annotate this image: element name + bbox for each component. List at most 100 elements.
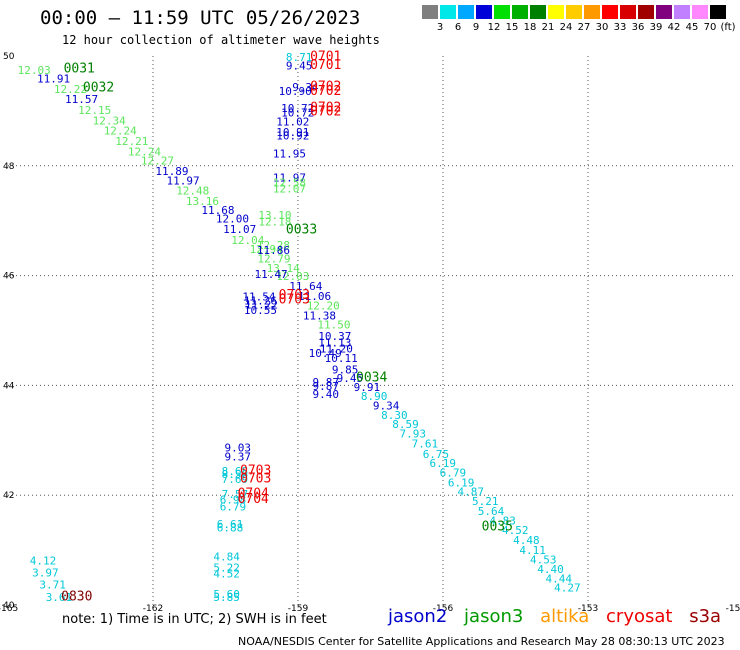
satellite-label-s3a: s3a [689,606,722,627]
x-tick-label: -165 [0,604,18,614]
wave-height-label: 11.57 [65,93,98,106]
wave-height-label: 11.50 [317,318,350,331]
wave-height-label: 13.14 [267,262,300,275]
wave-height-label: 6.19 [448,476,475,489]
wave-height-label: 10.37 [318,330,351,343]
wave-height-label: 12.94 [250,243,283,256]
wave-height-label: 11.54 [242,290,275,303]
wave-height-label: 5.85 [213,591,240,604]
scale-swatch [620,5,636,19]
wave-height-label: 8.90 [361,390,388,403]
wave-height-label: 4.40 [537,563,564,576]
pass-time-label: 0033 [286,222,317,237]
chart-title: 00:00 — 11:59 UTC 05/26/2023 [40,7,361,29]
wave-height-label: 12.27 [141,155,174,168]
scale-label: 21 [541,22,555,33]
wave-height-label: 12.34 [93,115,126,128]
scale-label: 70 [703,22,717,33]
wave-height-label: 10.72 [281,102,314,115]
scale-swatch [602,5,618,19]
chart-subtitle: 12 hour collection of altimeter wave hei… [62,33,380,47]
wave-height-label: 10.92 [276,129,309,142]
wave-height-label: 8.59 [392,418,419,431]
y-tick-label: 48 [3,162,15,172]
wave-height-label: 12.21 [115,135,148,148]
wave-height-label: 9.03 [225,441,252,454]
wave-height-label: 9.87 [313,380,340,393]
wave-height-label: 12.20 [307,300,340,313]
pass-time-label: 0702 [310,84,341,99]
x-tick-label: -159 [288,604,309,614]
wave-height-label: 6.19 [429,457,456,470]
wave-height-label: 11.06 [298,290,331,303]
wave-height-label: 9.45 [286,60,313,73]
wave-height-label: 11.91 [37,72,70,85]
wave-height-label: 11.86 [257,244,290,257]
wave-height-label: 12.03 [276,270,309,283]
wave-height-label: 11.68 [201,204,234,217]
wave-height-label: 11.26 [244,295,277,308]
pass-time-label: 0704 [238,492,269,507]
pass-time-label: 0034 [356,371,387,386]
satellite-legend: jason2 jason3 altika cryosat s3a [388,606,732,627]
scale-swatch [692,5,708,19]
scale-label: 36 [631,22,645,33]
pass-time-label: 0830 [61,590,92,605]
pass-time-label: 0702 [310,104,341,119]
y-tick-label: 42 [3,491,14,501]
wave-height-label: 8.30 [381,409,408,422]
wave-height-label: 6.75 [423,448,450,461]
wave-height-label: 11.64 [289,280,322,293]
scale-label: 3 [436,22,444,33]
scale-label: 30 [595,22,609,33]
wave-height-label: 9.85 [332,363,359,376]
scale-label: 9 [472,22,480,33]
wave-height-label: 4.53 [530,553,557,566]
satellite-label-altika: altika [540,606,590,627]
wave-height-label: 9.40 [313,388,340,401]
wave-height-label: 4.11 [519,544,546,557]
wave-height-label: 11.89 [155,165,188,178]
scale-label: 45 [685,22,699,33]
wave-height-label: 9.34 [292,81,319,94]
wave-height-label: 4.84 [213,551,240,564]
wave-height-label: 11.97 [273,172,306,185]
x-tick-label: -153 [578,604,598,614]
scale-swatch [530,5,546,19]
pass-time-label: 0035 [482,519,513,534]
scale-label: 27 [577,22,591,33]
wave-height-label: 8.56 [222,468,249,481]
wave-height-label: 4.27 [554,581,581,594]
wave-height-label: 4.48 [513,534,540,547]
satellite-label-jason3: jason3 [464,606,524,627]
scale-swatch [584,5,600,19]
wave-height-label: 3.71 [39,579,66,592]
wave-height-label: 12.15 [78,104,111,117]
pass-time-label: 0701 [310,58,341,73]
scale-swatch [656,5,672,19]
footer-note: note: 1) Time is in UTC; 2) SWH is in fe… [62,612,327,627]
pass-time-label: 0703 [240,463,271,478]
wave-height-label: 9.37 [225,451,252,464]
pass-time-label: 0702 [310,80,341,95]
footer-credit: NOAA/NESDIS Center for Satellite Applica… [238,635,725,648]
wave-height-label: 12.07 [273,183,306,196]
wave-height-label: 4.83 [489,514,516,527]
wave-height-label: 8.68 [222,465,249,478]
y-tick-label: 44 [3,381,15,391]
scale-swatch [422,5,438,19]
wave-height-label: 10.49 [309,347,342,360]
x-tick-label: -156 [433,604,454,614]
wave-height-label: 10.72 [281,106,314,119]
wave-height-label: 12.79 [257,252,290,265]
wave-height-label: 4.52 [502,524,529,537]
wave-height-label: 11.97 [167,174,200,187]
x-tick-label: -15 [726,604,740,614]
pass-time-label: 0701 [310,49,341,64]
scale-swatch [674,5,690,19]
pass-time-label: 0703 [240,472,271,487]
wave-height-label: 12.24 [104,125,137,138]
wave-height-label: 6.88 [217,521,244,534]
